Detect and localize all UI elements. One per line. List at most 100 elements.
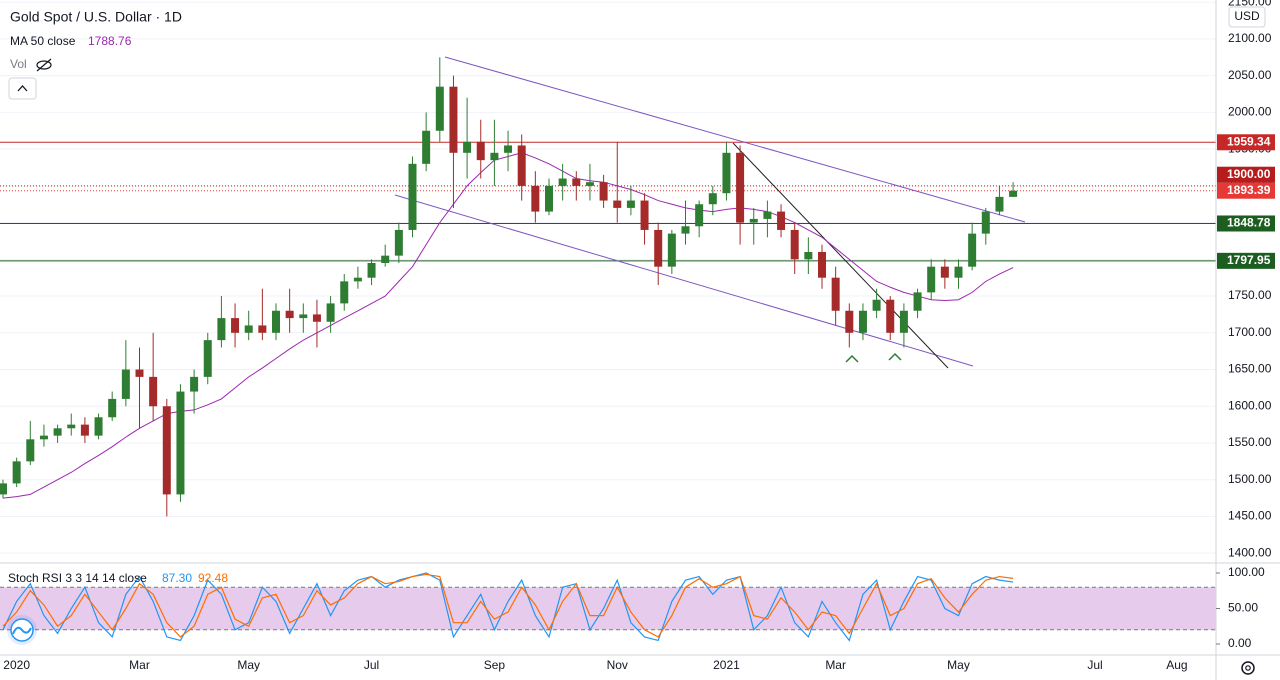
candle-body	[231, 318, 240, 333]
x-tick-label: 2020	[3, 658, 30, 672]
candle-body	[258, 325, 267, 333]
candle-body	[340, 281, 349, 304]
candle-body	[435, 86, 444, 131]
gear	[1241, 661, 1255, 675]
legend-ma-value: 1788.76	[88, 34, 132, 48]
y-tick-label: 1650.00	[1228, 362, 1272, 376]
stoch-band	[0, 587, 1216, 630]
candle-body	[476, 141, 485, 161]
y-tick-label: 1550.00	[1228, 435, 1272, 449]
y-tick-label: 2150.00	[1228, 0, 1272, 8]
x-tick-label: Aug	[1166, 658, 1187, 672]
price-label: 1900.00	[1227, 167, 1271, 181]
collapse-button[interactable]	[8, 77, 37, 100]
axis-layer: 1400.00 1450.00 1500.00 1550.00 1600.00 1650.…	[3, 0, 1275, 672]
logo[interactable]	[7, 615, 37, 645]
y-tick-label: 1600.00	[1228, 398, 1272, 412]
candle-body	[558, 178, 567, 186]
candle-body	[927, 266, 936, 293]
currency-box[interactable]	[1228, 6, 1266, 28]
candle-body	[449, 86, 458, 153]
candle-body	[572, 178, 581, 186]
candle-body	[722, 152, 731, 194]
candle-body	[818, 251, 826, 278]
channel-bottom	[394, 194, 974, 367]
candle-body	[299, 314, 308, 319]
y-tick-label: 1500.00	[1228, 472, 1272, 486]
candle-body	[708, 193, 717, 205]
candle-body	[981, 211, 990, 234]
chart-title: Gold Spot / U.S. Dollar · 1D	[10, 9, 182, 25]
x-tick-label: May	[237, 658, 260, 672]
candle-body	[736, 152, 745, 223]
candle-body	[954, 266, 963, 278]
logo-wave	[12, 626, 32, 635]
price-label-box	[1217, 134, 1275, 151]
candle-body	[626, 200, 635, 208]
candle-body	[517, 145, 526, 186]
price-label: 1848.78	[1227, 216, 1271, 230]
channel-top	[444, 56, 1026, 223]
candle-body	[26, 439, 35, 462]
candle-body	[777, 211, 786, 230]
button-box	[8, 77, 37, 100]
candle-body	[353, 277, 362, 282]
candle-body	[968, 233, 977, 267]
candle-body	[149, 376, 158, 407]
candle-body	[858, 310, 867, 333]
candle-body	[108, 398, 117, 418]
candle-body	[899, 310, 908, 333]
candle-body	[804, 251, 813, 260]
candle-body	[272, 310, 280, 333]
candle-body	[203, 340, 212, 377]
candle-body	[763, 211, 772, 219]
candle-body	[872, 299, 881, 311]
y-tick-label: 2050.00	[1228, 68, 1272, 82]
y-tick-label: 1400.00	[1228, 545, 1272, 559]
stoch-line	[2, 573, 1014, 638]
gear-hub	[1245, 665, 1251, 671]
candle-body	[94, 417, 103, 436]
settings-button[interactable]	[1241, 661, 1255, 675]
candle-body	[367, 263, 376, 278]
candle-body	[531, 185, 540, 212]
candle-body	[135, 369, 144, 377]
price-layer	[0, 57, 1018, 642]
x-tick-label: Sep	[484, 658, 506, 672]
y-tick-label: 100.00	[1228, 565, 1265, 579]
candle-body	[831, 277, 840, 311]
candle-body	[654, 229, 663, 267]
stoch-d-value: 92.48	[198, 571, 228, 585]
price-label: 1797.95	[1227, 253, 1271, 267]
drawings	[394, 56, 1026, 369]
stoch-k-value: 87.30	[162, 571, 192, 585]
candle-body	[285, 310, 294, 319]
x-tick-label: Mar	[129, 658, 150, 672]
candle-body	[422, 130, 431, 164]
legend-ma: MA 50 close	[10, 34, 76, 48]
candle-body	[176, 391, 185, 495]
y-tick-label: 1750.00	[1228, 288, 1272, 302]
button-icon	[17, 85, 28, 92]
x-tick-label: Jul	[1087, 658, 1102, 672]
candle-body	[394, 229, 403, 256]
x-tick-label: Mar	[825, 658, 846, 672]
candle-body	[845, 310, 854, 333]
price-label-box	[1217, 215, 1275, 232]
candle-body	[0, 483, 7, 495]
candle-body	[190, 376, 199, 392]
candle-body	[121, 369, 130, 399]
hide-icon[interactable]	[36, 58, 52, 72]
eye-icon	[36, 60, 52, 70]
bottom-marker	[845, 354, 859, 363]
y-tick-label: 50.00	[1228, 601, 1258, 615]
candle-body	[312, 314, 321, 322]
x-tick-label: May	[947, 658, 970, 672]
candle-body	[12, 461, 21, 484]
candle-body	[613, 200, 622, 208]
candle-body	[913, 292, 922, 311]
candle-body	[504, 145, 513, 153]
candle-body	[80, 424, 89, 436]
candle-body	[463, 141, 472, 153]
